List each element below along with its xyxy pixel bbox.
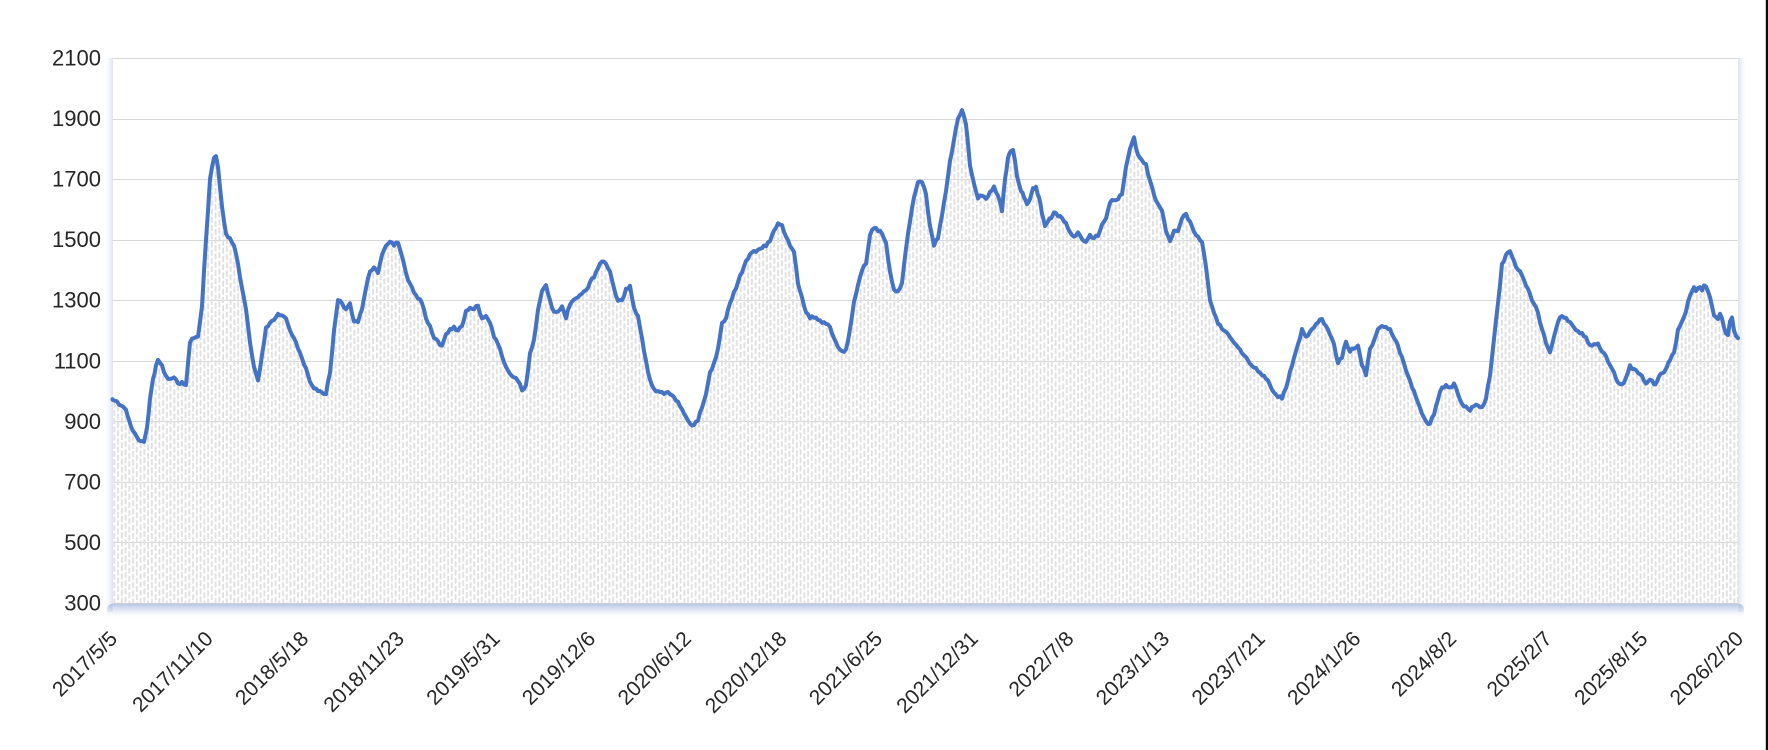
svg-text:1500: 1500 xyxy=(52,227,101,252)
svg-text:900: 900 xyxy=(64,409,101,434)
svg-text:300: 300 xyxy=(64,591,101,616)
svg-text:700: 700 xyxy=(64,469,101,494)
svg-text:1700: 1700 xyxy=(52,167,101,192)
svg-text:1100: 1100 xyxy=(54,348,101,373)
svg-text:2100: 2100 xyxy=(52,46,101,71)
svg-text:1900: 1900 xyxy=(52,106,101,131)
svg-text:1300: 1300 xyxy=(52,288,101,313)
svg-text:500: 500 xyxy=(64,530,101,555)
